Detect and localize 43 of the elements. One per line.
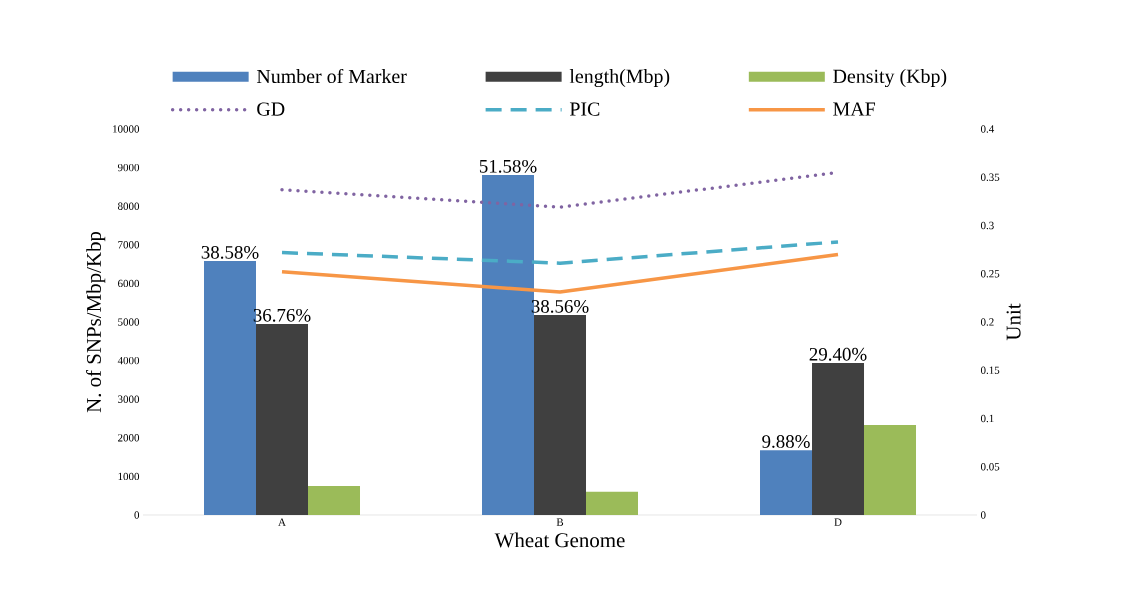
legend-label: Number of Marker bbox=[256, 68, 407, 84]
bar bbox=[760, 450, 813, 515]
bar bbox=[812, 362, 865, 515]
y-tick-label: 0 bbox=[134, 511, 140, 519]
annotation: 38.58% bbox=[201, 245, 259, 259]
y-tick-label: 2000 bbox=[118, 434, 140, 442]
bar bbox=[534, 315, 586, 515]
annotation: 9.88% bbox=[762, 435, 810, 448]
y2-tick-label: 0.35 bbox=[980, 173, 1000, 181]
legend-label: Density (Kbp) bbox=[833, 68, 947, 88]
y-tick-label: 4000 bbox=[117, 356, 140, 365]
y-tick-label: 8000 bbox=[117, 202, 140, 210]
y-tick-label: 3000 bbox=[118, 395, 140, 403]
x-tick-label: A bbox=[278, 518, 286, 526]
bar bbox=[586, 491, 638, 515]
x-tick-label: D bbox=[834, 518, 842, 526]
y-tick-label: 9000 bbox=[117, 163, 140, 172]
legend-label: MAF bbox=[833, 102, 876, 116]
y2-tick-label: 0.15 bbox=[980, 366, 1000, 374]
y2-tick-label: 0 bbox=[980, 511, 986, 519]
legend-label: length(Mbp) bbox=[569, 68, 670, 88]
legend-label: GD bbox=[257, 102, 285, 116]
bar bbox=[864, 425, 917, 515]
y-tick-label: 7000 bbox=[118, 241, 140, 249]
x-axis-title: Wheat Genome bbox=[494, 532, 625, 548]
legend-label: PIC bbox=[569, 102, 600, 116]
y-axis-title: N. of SNPs/Mbp/Kbp bbox=[86, 231, 106, 413]
y-tick-label: 10000 bbox=[113, 125, 140, 133]
y2-tick-label: 0.1 bbox=[980, 414, 994, 423]
y-tick-label: 1000 bbox=[118, 472, 140, 481]
annotation: 29.40% bbox=[809, 347, 867, 361]
annotation: 51.58% bbox=[479, 159, 537, 173]
y2-tick-label: 0.3 bbox=[980, 221, 994, 230]
y2-tick-label: 0.2 bbox=[980, 318, 994, 326]
x-tick-label: B bbox=[556, 518, 564, 526]
y-tick-label: 6000 bbox=[118, 279, 140, 288]
y2-tick-label: 0.05 bbox=[980, 463, 1000, 471]
bar bbox=[308, 486, 360, 515]
y2-tick-label: 0.25 bbox=[980, 270, 1000, 278]
y2-tick-label: 0.4 bbox=[980, 125, 995, 133]
bar bbox=[256, 323, 308, 515]
y-tick-label: 5000 bbox=[118, 318, 140, 326]
y2-axis-title: Unit bbox=[1006, 303, 1021, 341]
